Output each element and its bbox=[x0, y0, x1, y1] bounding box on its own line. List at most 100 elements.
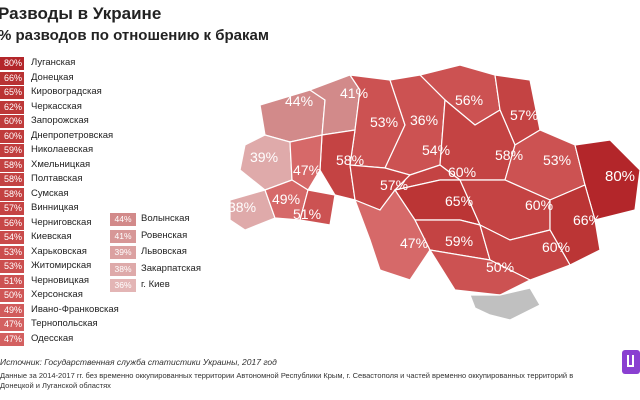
legend-value: 53% bbox=[0, 260, 24, 273]
legend-region-label: Донецкая bbox=[31, 71, 74, 83]
region-label-mykolaiv: 59% bbox=[445, 233, 473, 249]
legend-value: 50% bbox=[0, 289, 24, 302]
regions bbox=[230, 64, 640, 321]
legend-row: 44% Волынская bbox=[110, 212, 220, 228]
legend-region-label: Тернопольская bbox=[31, 318, 98, 329]
legend-value: 80% bbox=[0, 57, 24, 70]
chart-subtitle: % разводов по отношению к бракам bbox=[0, 27, 269, 44]
region-crimea bbox=[469, 287, 541, 321]
legend-value: 36% bbox=[110, 279, 136, 292]
legend-row: 50% Херсонская bbox=[0, 288, 140, 302]
region-chernivtsi bbox=[299, 189, 336, 226]
legend-row: 58% Сумская bbox=[0, 187, 140, 201]
source-text: Источник: Государственная служба статист… bbox=[0, 357, 277, 367]
legend-value: 60% bbox=[0, 115, 24, 128]
legend-region-label: Хмельницкая bbox=[31, 158, 91, 170]
legend-region-label: Ивано-Франковская bbox=[31, 303, 119, 315]
region-ternopil bbox=[289, 134, 323, 191]
legend-value: 47% bbox=[0, 318, 24, 331]
legend-region-label: Черкасская bbox=[31, 100, 82, 112]
footnote-text: Данные за 2014-2017 гг. без временно окк… bbox=[0, 371, 574, 390]
legend-value: 38% bbox=[110, 262, 136, 276]
legend-row: 54% Киевская bbox=[0, 230, 140, 244]
legend-value: 57% bbox=[0, 202, 24, 215]
legend-row: 38% Закарпатская bbox=[110, 262, 220, 278]
legend-row: 47% Одесская bbox=[0, 332, 140, 346]
region-label-ivano-frankivsk: 49% bbox=[272, 191, 300, 207]
legend-row: 47% Тернопольская bbox=[0, 317, 140, 331]
region-label-kherson: 50% bbox=[486, 259, 514, 275]
legend-value: 49% bbox=[0, 303, 24, 317]
legend-value: 39% bbox=[110, 246, 136, 259]
legend-row: 51% Черновицкая bbox=[0, 274, 140, 288]
legend-region-label: Сумская bbox=[31, 187, 69, 199]
legend-row: 66% Донецкая bbox=[0, 71, 140, 85]
legend-region-label: Полтавская bbox=[31, 173, 83, 184]
legend-row: 41% Ровенская bbox=[110, 229, 220, 245]
legend-region-label: Закарпатская bbox=[141, 262, 201, 274]
legend-value: 53% bbox=[0, 245, 24, 259]
legend-row: 49% Ивано-Франковская bbox=[0, 303, 140, 317]
legend-row: 53% Харьковская bbox=[0, 245, 140, 259]
legend-region-label: Запорожская bbox=[31, 115, 89, 126]
legend-value: 62% bbox=[0, 100, 24, 114]
ukraine-map: 44% 41% 56% 57% 53% 36% 54% 58% 53% 80% 39% 58% 47% 5… bbox=[230, 64, 640, 321]
legend-region-label: Луганская bbox=[31, 57, 76, 68]
legend-row: 60% Днепропетровская bbox=[0, 129, 140, 143]
legend-value: 65% bbox=[0, 86, 24, 99]
legend-region-label: Львовская bbox=[141, 246, 187, 257]
chart-title: Разводы в Украине bbox=[0, 4, 162, 23]
region-label-zhytomyr: 53% bbox=[370, 114, 398, 130]
legend-row: 58% Хмельницкая bbox=[0, 158, 140, 172]
legend-value: 66% bbox=[0, 71, 24, 85]
legend-row: 57% Винницкая bbox=[0, 201, 140, 215]
legend-region-label: Херсонская bbox=[31, 289, 83, 300]
legend-region-label: г. Киев bbox=[141, 279, 170, 290]
legend-value: 51% bbox=[0, 274, 24, 288]
legend-region-label: Черновицкая bbox=[31, 274, 90, 286]
region-label-zaporizhzhia: 60% bbox=[542, 239, 570, 255]
region-labels: 44% 41% 56% 57% 53% 36% 54% 58% 53% 80% 39% 58% 47% 5… bbox=[230, 85, 635, 275]
region-label-chernivtsi: 51% bbox=[293, 206, 321, 222]
legend-value: 59% bbox=[0, 144, 24, 157]
legend-value: 44% bbox=[110, 213, 136, 226]
legend-row: 36% г. Киев bbox=[110, 278, 220, 294]
legend-value: 56% bbox=[0, 216, 24, 230]
legend-region-label: Днепропетровская bbox=[31, 129, 114, 141]
legend-region-label: Харьковская bbox=[31, 245, 87, 257]
legend-region-label: Черниговская bbox=[31, 216, 92, 228]
legend-row: 39% Львовская bbox=[110, 245, 220, 261]
region-label-cherkasy: 60% bbox=[448, 164, 476, 180]
region-label-luhansk: 80% bbox=[605, 168, 635, 185]
legend-row: 62% Черкасская bbox=[0, 100, 140, 114]
region-label-chernihiv: 56% bbox=[455, 92, 483, 108]
region-kherson bbox=[428, 249, 532, 296]
legend-value: 58% bbox=[0, 173, 24, 186]
legend-region-label: Винницкая bbox=[31, 202, 79, 213]
region-label-dnipro: 60% bbox=[525, 197, 553, 213]
legend-region-label: Кировоградская bbox=[31, 86, 102, 97]
legend-region-label: Ровенская bbox=[141, 229, 188, 241]
legend-region-label: Одесская bbox=[31, 332, 74, 344]
region-label-poltava: 58% bbox=[495, 147, 523, 163]
legend-value: 58% bbox=[0, 187, 24, 201]
legend-row: 65% Кировоградская bbox=[0, 85, 140, 99]
legend-region-label: Николаевская bbox=[31, 144, 94, 155]
region-label-zakarpattia: 38% bbox=[230, 199, 256, 215]
legend-value: 54% bbox=[0, 231, 24, 244]
legend-row: 58% Полтавская bbox=[0, 172, 140, 186]
region-label-odesa: 47% bbox=[400, 235, 428, 251]
legend-value: 60% bbox=[0, 129, 24, 143]
region-label-rivne: 41% bbox=[340, 85, 368, 101]
legend-row: 59% Николаевская bbox=[0, 143, 140, 157]
region-label-vinnytsia: 57% bbox=[380, 177, 408, 193]
region-zakarpattia bbox=[230, 189, 276, 231]
publisher-logo bbox=[622, 350, 640, 374]
region-label-lviv: 39% bbox=[250, 149, 278, 165]
legend-row: 56% Черниговская bbox=[0, 216, 140, 230]
region-label-khmelnytskyi: 58% bbox=[336, 152, 364, 168]
region-label-kharkiv: 53% bbox=[543, 152, 571, 168]
region-label-ternopil: 47% bbox=[293, 162, 321, 178]
legend-region-label: Житомирская bbox=[31, 260, 92, 271]
region-label-volyn: 44% bbox=[285, 93, 313, 109]
